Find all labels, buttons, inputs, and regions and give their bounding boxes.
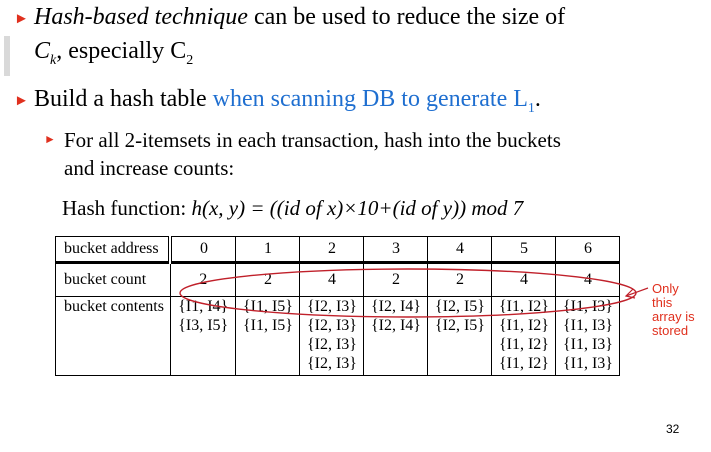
itemset: {I1, I3} bbox=[562, 298, 613, 315]
itemset: {I1, I4} bbox=[178, 298, 229, 315]
bucket-address-label: bucket address bbox=[55, 236, 173, 263]
highlight-ellipse bbox=[179, 268, 637, 318]
hash-function-label: Hash function: bbox=[62, 196, 192, 220]
itemset: {I2, I4} bbox=[370, 298, 421, 315]
annotation-arrow bbox=[625, 287, 649, 297]
bucket-count-row: bucket count 2 2 4 2 2 4 4 bbox=[55, 261, 621, 297]
bucket-contents-cell: {I2, I3} {I2, I3} {I2, I3} {I2, I3} bbox=[299, 296, 365, 376]
bucket-contents-row: bucket contents {I1, I4} {I3, I5} {I1, I… bbox=[55, 296, 621, 376]
ck-subscript: k bbox=[50, 52, 57, 68]
bucket-address-cell: 6 bbox=[555, 236, 621, 263]
annotation-line: array is bbox=[652, 309, 695, 324]
itemset: {I2, I3} bbox=[306, 336, 357, 353]
bucket-contents-label: bucket contents bbox=[55, 296, 171, 376]
bucket-count-cell: 4 bbox=[555, 261, 621, 297]
bucket-contents-cell: {I1, I4} {I3, I5} bbox=[169, 296, 237, 376]
bucket-contents-cell: {I1, I2} {I1, I2} {I1, I2} {I1, I2} bbox=[491, 296, 557, 376]
sub-bullet-line-2: and increase counts: bbox=[64, 156, 235, 180]
itemset: {I2, I3} bbox=[306, 317, 357, 334]
itemset: {I2, I5} bbox=[434, 317, 485, 334]
bullet-2-highlight: when scanning DB to generate L bbox=[212, 86, 528, 112]
bucket-address-row: bucket address 0 1 2 3 4 5 6 bbox=[55, 236, 621, 263]
itemset: {I1, I2} bbox=[498, 336, 549, 353]
annotation-line: this bbox=[652, 295, 673, 310]
itemset: {I3, I5} bbox=[178, 317, 229, 334]
itemset: {I1, I5} bbox=[242, 317, 293, 334]
sub-bullet-line-1: For all 2-itemsets in each transaction, … bbox=[64, 128, 561, 152]
annotation-note: Only this array is stored bbox=[652, 282, 695, 338]
annotation-line: Only bbox=[652, 281, 679, 296]
itemset: {I2, I5} bbox=[434, 298, 485, 315]
bullet-2: Build a hash table when scanning DB to g… bbox=[34, 86, 541, 117]
itemset: {I1, I2} bbox=[498, 298, 549, 315]
arrow-head-icon bbox=[624, 288, 636, 299]
itemset: {I2, I3} bbox=[306, 355, 357, 372]
bucket-contents-cell: {I1, I3} {I1, I3} {I1, I3} {I1, I3} bbox=[555, 296, 621, 376]
left-accent-bar bbox=[4, 36, 10, 76]
bullet-1-line-2: Ck, especially C2 bbox=[34, 38, 193, 69]
bucket-address-cell: 3 bbox=[363, 236, 429, 263]
itemset: {I1, I3} bbox=[562, 336, 613, 353]
c2-subscript: 2 bbox=[186, 52, 194, 68]
hash-function: Hash function: h(x, y) = ((id of x)×10+(… bbox=[62, 196, 523, 221]
bullet-2-period: . bbox=[534, 86, 541, 112]
hash-table: bucket address 0 1 2 3 4 5 6 bucket coun… bbox=[55, 236, 621, 376]
itemset: {I1, I3} bbox=[562, 317, 613, 334]
bullet-triangle-icon: ► bbox=[14, 11, 29, 27]
bullet-1-mid: , especially C bbox=[56, 38, 187, 64]
bucket-contents-cell: {I2, I4} {I2, I4} bbox=[363, 296, 429, 376]
bullet-1-line-1: Hash-based technique can be used to redu… bbox=[34, 4, 565, 31]
bullet-2-text: Build a hash table bbox=[34, 86, 213, 112]
itemset: {I1, I3} bbox=[562, 355, 613, 372]
bucket-contents-cell: {I2, I5} {I2, I5} bbox=[427, 296, 493, 376]
itemset: {I1, I2} bbox=[498, 317, 549, 334]
ck-symbol: C bbox=[34, 38, 51, 64]
bucket-address-cell: 2 bbox=[299, 236, 365, 263]
itemset: {I1, I2} bbox=[498, 355, 549, 372]
annotation-line: stored bbox=[652, 323, 689, 338]
l1-subscript: 1 bbox=[527, 100, 535, 116]
bullet-1-text: can be used to reduce the size of bbox=[247, 4, 566, 30]
itemset: {I2, I4} bbox=[370, 317, 421, 334]
bucket-address-cell: 1 bbox=[235, 236, 301, 263]
itemset: {I2, I3} bbox=[306, 298, 357, 315]
hash-function-formula: h(x, y) = ((id of x)×10+(id of y)) mod 7 bbox=[191, 196, 524, 220]
bucket-count-label: bucket count bbox=[55, 261, 171, 297]
bullet-1-italic: Hash-based technique bbox=[34, 4, 248, 30]
page-number: 32 bbox=[666, 422, 680, 436]
bullet-triangle-icon: ► bbox=[14, 93, 29, 109]
sub-bullet-triangle-icon: ► bbox=[44, 132, 56, 146]
